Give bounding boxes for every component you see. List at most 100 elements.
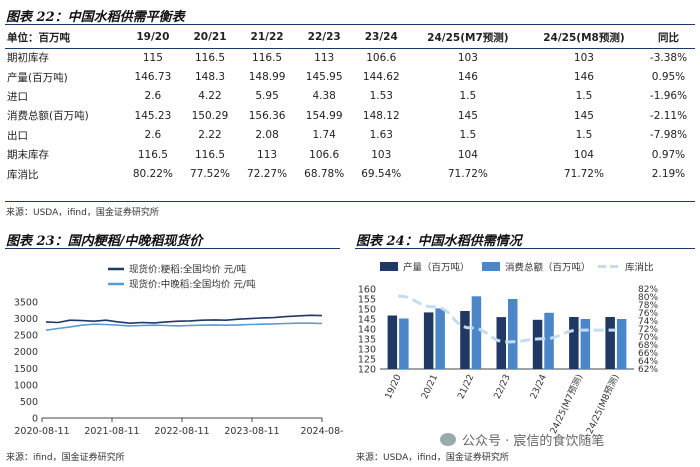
bar	[580, 319, 591, 369]
y-tick-label: 155	[358, 295, 376, 306]
table-cell: 116.5	[194, 51, 226, 64]
table-cell: 106.6	[309, 148, 340, 161]
y2-tick-label: 76%	[638, 309, 658, 319]
table-header-cell: 21/22	[250, 31, 284, 44]
legend-label: 现货价:中晚稻:全国均价 元/吨	[129, 279, 256, 291]
y-tick-label: 130	[358, 345, 376, 356]
legend-label: 产量（百万吨）	[403, 262, 470, 274]
y-tick-label: 1500	[14, 364, 38, 375]
watermark-text: 公众号 · 宸信的食饮随笔	[462, 434, 605, 449]
table-top-rule	[5, 24, 695, 25]
table-cell: 150.29	[191, 109, 229, 122]
table-cell: 1.5	[459, 90, 477, 103]
row-label: 期末库存	[7, 149, 49, 162]
table-cell: 77.52%	[189, 168, 230, 181]
table-cell: 4.22	[198, 90, 222, 103]
x-tick-label: 24/25(M7预测)	[548, 373, 585, 436]
table-header-cell: 同比	[657, 31, 679, 44]
table-cell: 113	[257, 148, 278, 161]
y-tick-label: 120	[358, 365, 376, 376]
bar	[471, 296, 482, 369]
left-chart-title: 图表 23：国内粳稻/中晚稻现货价	[6, 234, 203, 249]
table-cell: 146	[573, 71, 594, 84]
y-tick-label: 160	[358, 285, 376, 296]
table-cell: 145.95	[305, 71, 343, 84]
table-cell: -1.96%	[649, 90, 688, 103]
table-cell: 145	[573, 109, 594, 122]
y-tick-label: 125	[358, 355, 376, 366]
row-label: 期初库存	[7, 52, 49, 65]
table-cell: 2.22	[198, 129, 222, 142]
y-tick-label: 2500	[14, 331, 38, 342]
table-row: 消费总额(百万吨) 145.23 150.29 156.36 154.99 148.12 1…	[5, 106, 695, 125]
x-tick-label: 24/25(M8预测)	[584, 373, 621, 436]
series-line	[45, 314, 323, 325]
table-cell: 106.6	[366, 51, 397, 64]
table-cell: 0.97%	[651, 148, 686, 161]
table-cell: 4.38	[312, 90, 336, 103]
y2-tick-label: 72%	[638, 325, 658, 335]
table-source: 来源：USDA，ifind，国金证券研究所	[6, 208, 159, 218]
table-cell: 145.23	[134, 109, 172, 122]
table-cell: 1.53	[369, 90, 393, 103]
x-tick-label: 2020-08-11	[14, 426, 69, 437]
table-cell: 146	[457, 71, 478, 84]
bar	[616, 319, 627, 369]
left-chart-source: 来源：ifind，国金证券研究所	[6, 453, 125, 463]
table-cell: 1.74	[312, 129, 336, 142]
table-cell: 156.36	[248, 109, 286, 122]
y2-tick-label: 62%	[638, 365, 658, 375]
right-chart-rule	[355, 248, 695, 249]
x-tick-label: 23/24	[529, 373, 549, 401]
table-cell: 80.22%	[132, 168, 173, 181]
table-row: 期末库存 116.5 116.5 113 106.6 103 104 104 0.97%	[5, 145, 695, 164]
table-cell: 116.5	[252, 51, 283, 64]
table-row: 出口 2.6 2.22 2.08 1.74 1.63 1.5 1.5 -7.98%	[5, 126, 695, 145]
table-bottom-rule	[5, 201, 695, 202]
table-cell: 145	[457, 109, 478, 122]
y2-tick-label: 70%	[638, 333, 658, 343]
y-tick-label: 135	[358, 335, 376, 346]
table-cell: 116.5	[137, 148, 168, 161]
table-cell: 104	[457, 148, 478, 161]
table-cell: 103	[457, 51, 478, 64]
table-cell: -3.38%	[649, 51, 688, 64]
table-cell: 71.72%	[447, 168, 488, 181]
table-cell: 2.19%	[651, 168, 686, 181]
x-tick-label: 2021-08-11	[84, 426, 139, 437]
x-tick-label: 2023-08-11	[224, 426, 279, 437]
table-row: 期初库存 115 116.5 116.5 113 106.6 103 103 -3.38%	[5, 48, 695, 67]
right-chart-source: 来源：USDA，ifind，国金证券研究所	[356, 453, 509, 463]
table-row: 产量(百万吨) 146.73 148.3 148.99 145.95 144.62 146 1…	[5, 67, 695, 86]
table-cell: 115	[142, 51, 163, 64]
table-row: 进口 2.6 4.22 5.95 4.38 1.53 1.5 1.5 -1.96%	[5, 87, 695, 106]
row-label: 产量(百万吨)	[7, 71, 68, 84]
table-header-cell: 单位：百万吨	[7, 31, 70, 44]
left-chart-rule	[5, 248, 340, 249]
bar	[544, 312, 554, 369]
y-tick-label: 145	[358, 315, 376, 326]
y2-tick-label: 80%	[638, 293, 658, 303]
bar	[569, 317, 579, 369]
table-cell: -7.98%	[649, 129, 688, 142]
y-tick-label: 3500	[14, 298, 38, 309]
table-cell: 148.12	[362, 109, 400, 122]
x-tick-label: 22/23	[493, 373, 513, 401]
bar	[399, 318, 409, 369]
bar	[423, 312, 434, 369]
x-tick-label: 19/20	[384, 373, 404, 401]
legend-label: 库消比	[625, 262, 654, 274]
legend-label: 消费总额（百万吨）	[505, 262, 591, 274]
table-header-cell: 19/20	[136, 31, 170, 44]
table-row: 库消比 80.22% 77.52% 72.27% 68.78% 69.54% 71.72% 7…	[5, 164, 695, 183]
right-combo-chart: 产量（百万吨） 消费总额（百万吨） 库消比 120125130135140145150…	[358, 262, 659, 436]
x-tick-label: 2024-08-	[300, 426, 343, 437]
y2-tick-label: 74%	[638, 317, 658, 327]
table-cell: 71.72%	[563, 168, 604, 181]
table-header-cell: 24/25(M8预测)	[543, 31, 625, 44]
bar	[508, 299, 518, 369]
legend-swatch	[482, 262, 500, 271]
bar	[460, 311, 470, 369]
table-cell: 72.27%	[247, 168, 288, 181]
